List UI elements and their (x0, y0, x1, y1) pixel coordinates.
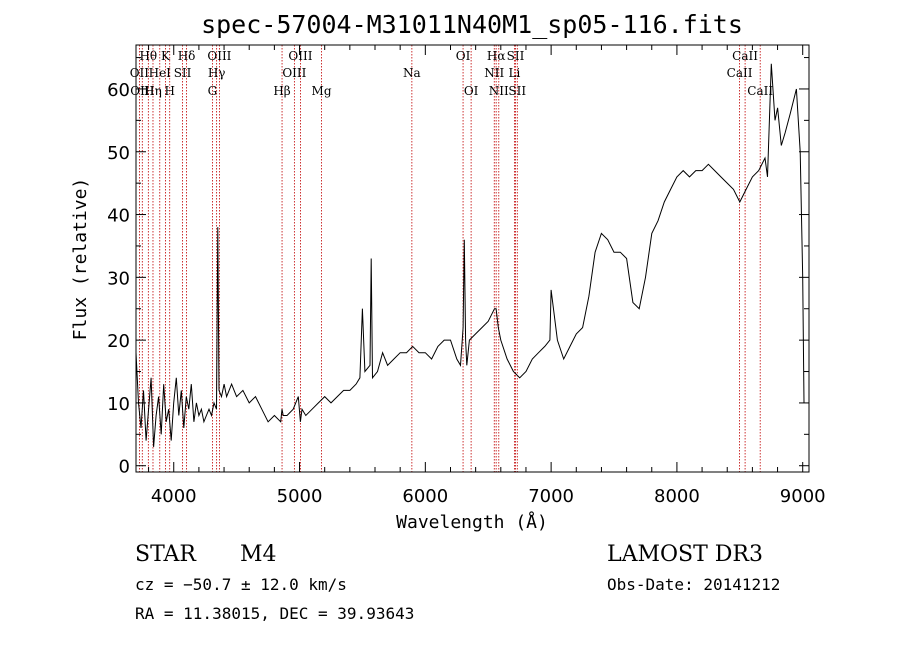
line-marker-label: CaII (747, 84, 773, 98)
line-markers (138, 45, 761, 472)
line-marker-label: Hδ (178, 49, 196, 63)
line-marker-label: Na (403, 66, 421, 80)
y-tick-label: 60 (107, 80, 130, 101)
x-tick-label: 6000 (402, 486, 448, 507)
line-marker-label: HeI (149, 66, 172, 80)
line-marker-label: NII (489, 84, 509, 98)
x-axis-label: Wavelength (Å) (396, 511, 548, 533)
obs-date-text: Obs-Date: 20141212 (607, 575, 780, 594)
spectrum-series (135, 63, 805, 447)
line-marker-label: Hα (487, 49, 506, 63)
line-marker-label: OII (130, 66, 150, 80)
line-marker-label: Hη (144, 84, 162, 98)
line-marker-label: Li (508, 66, 520, 80)
line-marker-label: OI (456, 49, 471, 63)
y-axis-label: Flux (relative) (70, 178, 91, 341)
line-marker-label: CaII (727, 66, 753, 80)
y-tick-label: 30 (107, 268, 130, 289)
line-marker-label: G (208, 84, 218, 98)
line-marker-label: NII (484, 66, 504, 80)
line-marker-label: Hγ (208, 66, 226, 80)
x-tick-label: 7000 (528, 486, 574, 507)
object-class: STAR (135, 542, 197, 567)
line-marker-label: SII (508, 84, 526, 98)
x-tick-label: 9000 (780, 486, 826, 507)
y-tick-label: 40 (107, 206, 130, 227)
chart-title: spec-57004-M31011N40M1_sp05-116.fits (201, 10, 743, 39)
x-tick-label: 5000 (277, 486, 323, 507)
line-marker-label: OIII (207, 49, 231, 63)
line-marker-label: OIII (288, 49, 312, 63)
x-tick-label: 4000 (151, 486, 197, 507)
coordinates-text: RA = 11.38015, DEC = 39.93643 (135, 604, 414, 623)
line-marker-label: SII (507, 49, 525, 63)
y-tick-label: 0 (119, 457, 130, 478)
y-tick-label: 50 (107, 143, 130, 164)
line-marker-label: Mg (312, 84, 332, 98)
line-marker-label: SII (174, 66, 192, 80)
y-tick-label: 10 (107, 394, 130, 415)
line-marker-label: OI (464, 84, 479, 98)
line-marker-label: Hβ (273, 84, 290, 98)
y-axis: 0 10 20 30 40 50 60 (107, 57, 809, 478)
line-marker-label: OIII (282, 66, 306, 80)
line-marker-label: H (164, 84, 174, 98)
object-subclass: M4 (240, 542, 277, 567)
plot-frame (135, 44, 810, 473)
survey-label: LAMOST DR3 (607, 542, 763, 567)
x-axis: 4000 5000 6000 7000 8000 9000 (148, 45, 826, 507)
y-tick-label: 20 (107, 331, 130, 352)
line-marker-label: K (161, 49, 171, 63)
x-tick-label: 8000 (654, 486, 700, 507)
line-marker-label: Hθ (139, 49, 157, 63)
line-marker-label: CaII (732, 49, 758, 63)
redshift-text: cz = −50.7 ± 12.0 km/s (135, 575, 347, 594)
